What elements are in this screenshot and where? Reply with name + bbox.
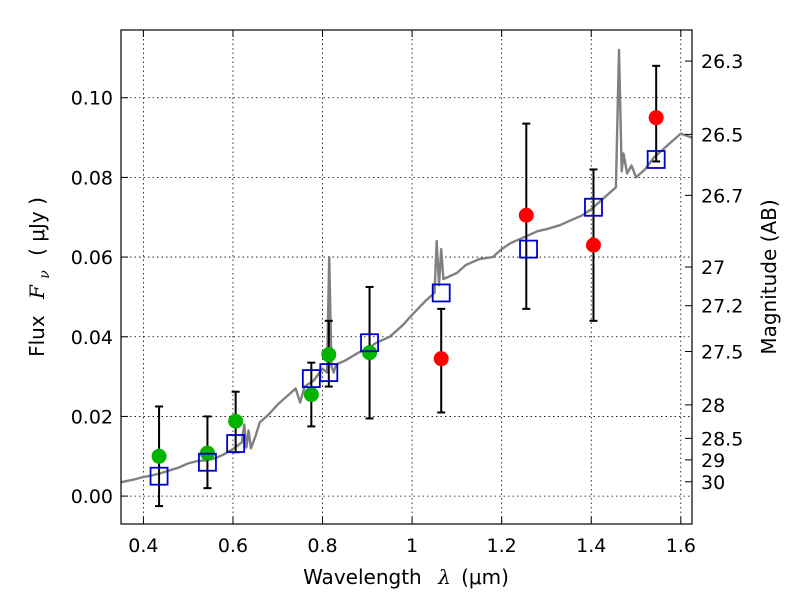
y2-tick-label: 28 <box>701 395 725 417</box>
y-axis-label-subscript: ν <box>37 270 53 279</box>
y2-tick-label: 26.5 <box>701 124 743 146</box>
data-point-square <box>319 363 339 383</box>
x-tick-label: 0.6 <box>218 535 248 557</box>
data-point-square <box>519 239 538 259</box>
x-tick-label: 1.2 <box>487 535 517 557</box>
data-point-circle <box>151 448 167 464</box>
data-point-circle <box>303 387 319 403</box>
data-point-square <box>360 333 379 353</box>
x-tick-label: 0.4 <box>128 535 158 557</box>
y-axis-label-flux: Flux <box>25 315 49 357</box>
x-tick-label: 1.6 <box>666 535 696 557</box>
y-axis-label-unit: ( μJy ) <box>25 197 49 256</box>
x-axis-label-main: Wavelength <box>303 565 422 589</box>
data-point-square <box>584 197 603 217</box>
data-point-square <box>226 434 246 453</box>
data-point-square <box>646 150 666 169</box>
y2-tick-label: 29 <box>701 450 725 472</box>
x-tick-label: 1.4 <box>576 535 606 557</box>
y-tick-label: 0.10 <box>71 88 113 110</box>
data-point-circle <box>585 237 601 253</box>
y2-axis-label: Magnitude (AB) <box>757 199 781 354</box>
grid-layer <box>121 30 692 524</box>
data-point-circle <box>362 345 378 361</box>
y-tick-label: 0.00 <box>71 486 113 508</box>
data-point-circle <box>648 110 664 126</box>
x-tick-label: 0.8 <box>307 535 337 557</box>
data-point-square <box>431 283 451 303</box>
y-tick-label: 0.04 <box>71 327 113 349</box>
y2-tick-label: 27.2 <box>701 296 743 318</box>
y-tick-label: 0.06 <box>71 247 113 269</box>
y2-tick-label: 27 <box>701 257 725 279</box>
x-axis-label: Wavelength λ (μm) <box>303 565 509 589</box>
errorbar-layer <box>155 64 661 508</box>
y2-tick-label: 28.5 <box>701 428 743 450</box>
data-point-circle <box>433 351 449 367</box>
y-axis-label: Flux F ν ( μJy ) <box>25 197 54 357</box>
x-tick-label: 1 <box>406 535 418 557</box>
y2-tick-label: 26.7 <box>701 185 743 207</box>
y2-tick-label: 26.3 <box>701 51 743 73</box>
x-axis-label-lambda: λ <box>437 565 451 589</box>
data-point-square <box>198 452 217 472</box>
data-point-circle <box>518 207 534 223</box>
y2-tick-label: 27.5 <box>701 341 743 363</box>
data-point-square <box>149 466 169 486</box>
plot-frame <box>120 29 693 525</box>
marker-layer <box>149 110 666 486</box>
data-point-circle <box>321 347 337 363</box>
y-tick-label: 0.08 <box>71 167 113 189</box>
y2-tick-label: 30 <box>701 472 725 494</box>
y-tick-label: 0.02 <box>71 406 113 428</box>
x-axis-label-unit: (μm) <box>461 565 509 589</box>
data-point-circle <box>228 413 244 429</box>
tick-layer <box>121 30 692 524</box>
label-layer: 0.4 0.6 0.8 1 1.2 1.4 1.6 0.00 0.02 0.04 0.06 0.08 0… <box>71 51 744 557</box>
y-axis-label-symbol: F <box>25 284 49 300</box>
